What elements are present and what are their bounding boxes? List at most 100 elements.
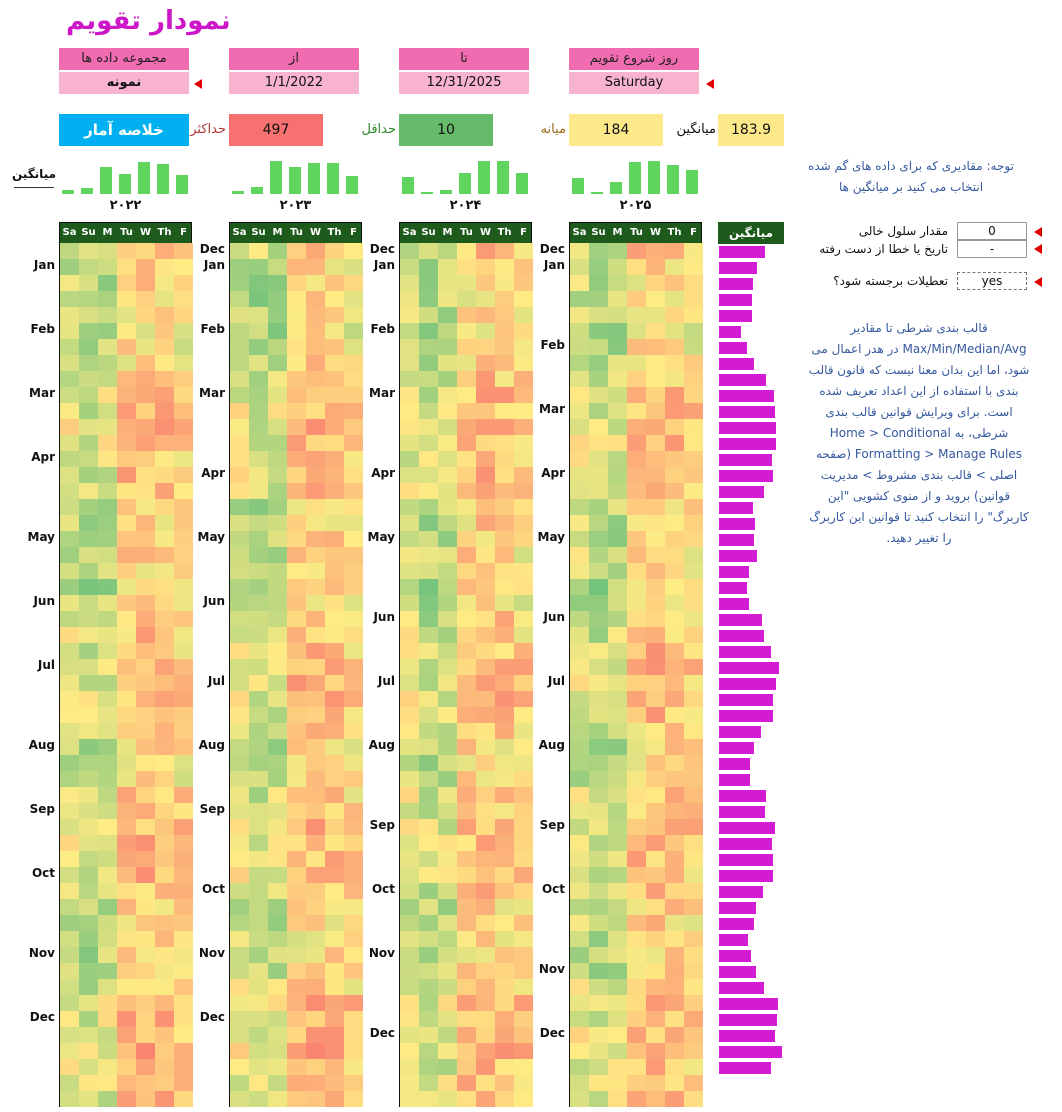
day-cell[interactable]	[495, 403, 514, 419]
day-cell[interactable]	[79, 307, 98, 323]
day-cell[interactable]	[306, 339, 325, 355]
day-cell[interactable]	[98, 1075, 117, 1091]
day-cell[interactable]	[325, 323, 344, 339]
day-cell[interactable]	[514, 419, 533, 435]
day-cell[interactable]	[684, 323, 703, 339]
day-cell[interactable]	[495, 787, 514, 803]
day-cell[interactable]	[155, 387, 174, 403]
day-cell[interactable]	[60, 547, 79, 563]
day-cell[interactable]	[174, 611, 193, 627]
day-cell[interactable]	[457, 323, 476, 339]
day-cell[interactable]	[344, 643, 363, 659]
day-cell[interactable]	[570, 851, 589, 867]
day-cell[interactable]	[608, 291, 627, 307]
day-cell[interactable]	[438, 675, 457, 691]
day-cell[interactable]	[79, 883, 98, 899]
day-cell[interactable]	[268, 755, 287, 771]
day-cell[interactable]	[589, 371, 608, 387]
day-cell[interactable]	[457, 675, 476, 691]
day-cell[interactable]	[627, 387, 646, 403]
day-cell[interactable]	[325, 291, 344, 307]
day-cell[interactable]	[79, 771, 98, 787]
day-cell[interactable]	[60, 771, 79, 787]
day-cell[interactable]	[514, 739, 533, 755]
day-cell[interactable]	[646, 1043, 665, 1059]
day-cell[interactable]	[249, 899, 268, 915]
day-cell[interactable]	[230, 691, 249, 707]
day-cell[interactable]	[476, 803, 495, 819]
day-cell[interactable]	[306, 1027, 325, 1043]
day-cell[interactable]	[476, 339, 495, 355]
day-cell[interactable]	[514, 691, 533, 707]
day-cell[interactable]	[400, 339, 419, 355]
day-cell[interactable]	[117, 883, 136, 899]
day-cell[interactable]	[570, 243, 589, 259]
day-cell[interactable]	[344, 483, 363, 499]
day-cell[interactable]	[495, 451, 514, 467]
day-cell[interactable]	[249, 259, 268, 275]
day-cell[interactable]	[155, 771, 174, 787]
day-cell[interactable]	[268, 355, 287, 371]
day-cell[interactable]	[438, 739, 457, 755]
day-cell[interactable]	[476, 947, 495, 963]
day-cell[interactable]	[268, 339, 287, 355]
day-cell[interactable]	[136, 371, 155, 387]
day-cell[interactable]	[249, 547, 268, 563]
day-cell[interactable]	[136, 691, 155, 707]
day-cell[interactable]	[344, 323, 363, 339]
day-cell[interactable]	[249, 387, 268, 403]
day-cell[interactable]	[344, 275, 363, 291]
day-cell[interactable]	[174, 643, 193, 659]
day-cell[interactable]	[457, 643, 476, 659]
day-cell[interactable]	[268, 723, 287, 739]
day-cell[interactable]	[287, 1043, 306, 1059]
day-cell[interactable]	[136, 1027, 155, 1043]
day-cell[interactable]	[174, 723, 193, 739]
day-cell[interactable]	[136, 515, 155, 531]
day-cell[interactable]	[400, 371, 419, 387]
day-cell[interactable]	[476, 707, 495, 723]
day-cell[interactable]	[117, 515, 136, 531]
day-cell[interactable]	[174, 707, 193, 723]
day-cell[interactable]	[344, 723, 363, 739]
day-cell[interactable]	[268, 531, 287, 547]
day-cell[interactable]	[249, 419, 268, 435]
day-cell[interactable]	[570, 1075, 589, 1091]
day-cell[interactable]	[287, 979, 306, 995]
day-cell[interactable]	[684, 1075, 703, 1091]
day-cell[interactable]	[287, 259, 306, 275]
day-cell[interactable]	[249, 307, 268, 323]
day-cell[interactable]	[457, 307, 476, 323]
day-cell[interactable]	[136, 883, 155, 899]
day-cell[interactable]	[287, 1011, 306, 1027]
day-cell[interactable]	[457, 451, 476, 467]
day-cell[interactable]	[608, 1059, 627, 1075]
day-cell[interactable]	[230, 659, 249, 675]
day-cell[interactable]	[249, 915, 268, 931]
day-cell[interactable]	[570, 259, 589, 275]
day-cell[interactable]	[287, 323, 306, 339]
day-cell[interactable]	[249, 403, 268, 419]
day-cell[interactable]	[627, 243, 646, 259]
day-cell[interactable]	[495, 659, 514, 675]
day-cell[interactable]	[400, 611, 419, 627]
day-cell[interactable]	[268, 883, 287, 899]
day-cell[interactable]	[230, 1059, 249, 1075]
day-cell[interactable]	[476, 771, 495, 787]
day-cell[interactable]	[306, 915, 325, 931]
day-cell[interactable]	[136, 979, 155, 995]
day-cell[interactable]	[117, 803, 136, 819]
day-cell[interactable]	[117, 723, 136, 739]
day-cell[interactable]	[457, 403, 476, 419]
day-cell[interactable]	[457, 931, 476, 947]
day-cell[interactable]	[249, 1091, 268, 1107]
day-cell[interactable]	[570, 707, 589, 723]
day-cell[interactable]	[608, 915, 627, 931]
day-cell[interactable]	[117, 1059, 136, 1075]
day-cell[interactable]	[306, 1011, 325, 1027]
day-cell[interactable]	[665, 915, 684, 931]
day-cell[interactable]	[400, 851, 419, 867]
day-cell[interactable]	[344, 707, 363, 723]
day-cell[interactable]	[457, 755, 476, 771]
day-cell[interactable]	[287, 275, 306, 291]
